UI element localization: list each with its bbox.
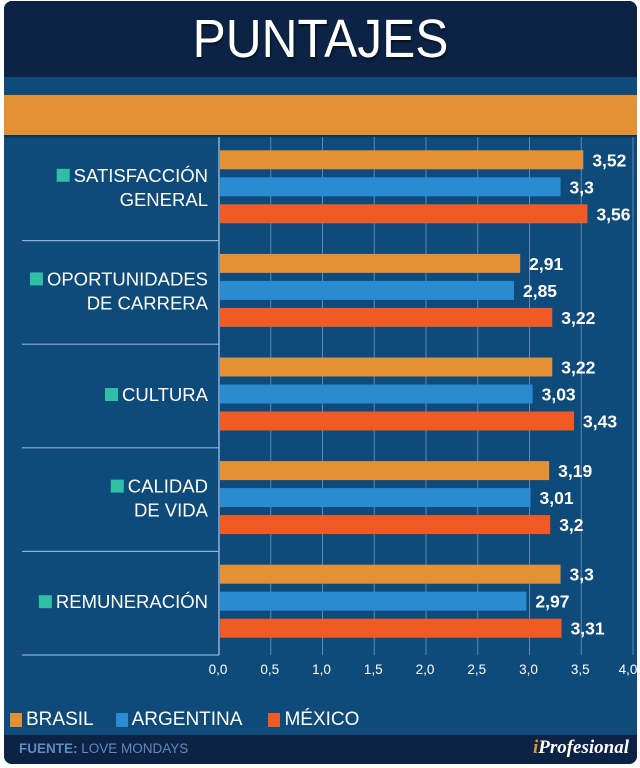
- data-label: 3,22: [561, 308, 595, 328]
- source-value: LOVE MONDAYS: [81, 741, 189, 756]
- legend-swatch-brasil: [10, 713, 22, 727]
- legend-item-mexico: MÉXICO: [268, 709, 359, 731]
- bar-mexico: [220, 618, 562, 638]
- bar-mexico: [220, 307, 553, 327]
- data-label: 3,3: [570, 177, 595, 197]
- legend-swatch-argentina: [115, 713, 128, 727]
- bar-argentina: [220, 384, 533, 404]
- bar-brasil: [220, 150, 584, 170]
- brand-logo-text: Profesional: [538, 737, 629, 758]
- brand-logo-i: i: [532, 737, 539, 758]
- bar-brasil: [220, 357, 553, 377]
- data-label: 3,3: [570, 565, 595, 585]
- data-label: 3,22: [561, 358, 595, 378]
- legend-label-brasil: BRASIL: [26, 709, 94, 730]
- category-label: OPORTUNIDADES: [47, 268, 208, 289]
- data-label: 3,31: [571, 619, 605, 639]
- data-label: 3,2: [559, 515, 584, 535]
- legend-swatch-mexico: [268, 713, 281, 727]
- bar-brasil: [220, 564, 561, 584]
- x-tick-label: 3,5: [571, 662, 590, 677]
- category-label: REMUNERACIÓN: [56, 591, 208, 612]
- legend-item-argentina: ARGENTINA: [115, 709, 243, 731]
- data-label: 3,56: [596, 204, 630, 224]
- category-bullet-icon: [29, 272, 43, 286]
- data-label: 3,43: [583, 412, 617, 432]
- bar-argentina: [220, 488, 531, 508]
- data-label: 3,01: [540, 488, 574, 508]
- category-label: CULTURA: [122, 384, 209, 405]
- data-label: 2,97: [535, 592, 569, 612]
- x-tick-label: 3,0: [519, 662, 538, 677]
- x-tick-label: 2,0: [416, 662, 435, 677]
- data-label: 3,19: [558, 461, 592, 481]
- brand-logo: iProfesional: [533, 737, 629, 759]
- bar-argentina: [220, 591, 527, 611]
- category-bullet-icon: [56, 168, 70, 182]
- title-bar: PUNTAJES: [4, 1, 637, 77]
- category-label: GENERAL: [120, 189, 208, 210]
- x-tick-label: 0,5: [260, 662, 279, 677]
- x-tick-label: 1,5: [364, 662, 383, 677]
- data-label: 3,03: [542, 385, 576, 405]
- category-label: DE VIDA: [134, 500, 209, 521]
- x-tick-label: 4,0: [619, 662, 638, 677]
- bar-argentina: [220, 280, 514, 300]
- footer: FUENTE: LOVE MONDAYS iProfesional: [4, 735, 637, 764]
- legend: BRASIL ARGENTINA MÉXICO: [10, 707, 373, 733]
- bar-argentina: [220, 177, 561, 197]
- category-bullet-icon: [105, 388, 118, 401]
- category-label: DE CARRERA: [87, 292, 209, 313]
- legend-label-mexico: MÉXICO: [284, 709, 360, 730]
- source-label: FUENTE:: [19, 741, 78, 756]
- category-bullet-icon: [38, 595, 52, 609]
- legend-item-brasil: BRASIL: [10, 709, 94, 731]
- bar-mexico: [220, 515, 551, 535]
- category-bullet-icon: [110, 479, 124, 493]
- bar-brasil: [220, 253, 521, 273]
- x-tick-label: 0,0: [209, 662, 228, 677]
- category-label: CALIDAD: [128, 476, 208, 497]
- data-label: 2,85: [523, 281, 557, 301]
- legend-label-argentina: ARGENTINA: [131, 709, 243, 730]
- bar-brasil: [220, 461, 550, 481]
- data-label: 3,52: [592, 150, 626, 170]
- data-label: 2,91: [529, 254, 563, 274]
- category-label: SATISFACCIÓN: [74, 165, 208, 186]
- x-tick-label: 2,5: [467, 662, 486, 677]
- orange-band: [4, 95, 637, 135]
- bar-mexico: [220, 411, 575, 431]
- chart-title: PUNTAJES: [192, 9, 449, 69]
- source-credit: FUENTE: LOVE MONDAYS: [19, 741, 188, 756]
- x-tick-label: 1,0: [312, 662, 331, 677]
- bar-mexico: [220, 204, 588, 224]
